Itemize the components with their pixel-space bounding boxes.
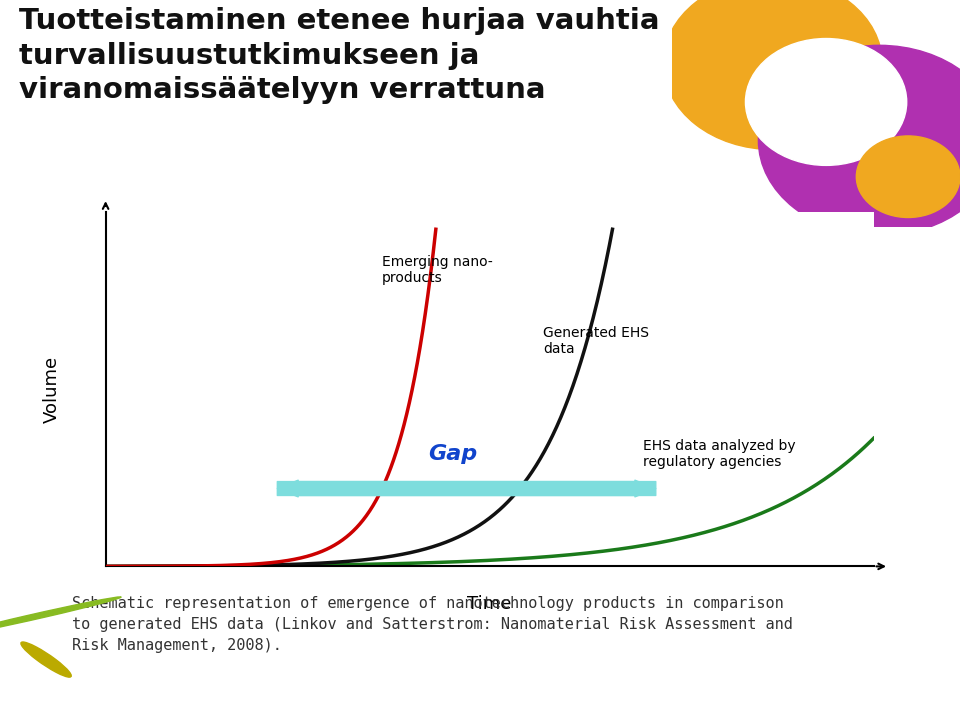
Text: Tuotteistaminen etenee hurjaa vauhtia
turvallisuustutkimukseen ja
viranomaissäät: Tuotteistaminen etenee hurjaa vauhtia tu… [19,7,660,104]
Text: EHS data analyzed by
regulatory agencies: EHS data analyzed by regulatory agencies [643,439,796,469]
Ellipse shape [21,642,71,677]
Circle shape [758,45,960,236]
Circle shape [856,136,960,217]
Circle shape [663,0,882,149]
Text: Gap: Gap [428,444,477,464]
Ellipse shape [0,597,121,636]
FancyArrowPatch shape [277,480,656,497]
Text: Volume: Volume [43,356,60,423]
Text: Schematic representation of emergence of nanotechnology products in comparison
t: Schematic representation of emergence of… [72,596,793,653]
Circle shape [746,38,907,166]
FancyArrowPatch shape [277,480,656,497]
Text: Emerging nano-
products: Emerging nano- products [382,255,492,285]
Text: Time: Time [468,595,512,612]
Text: Generated EHS
data: Generated EHS data [543,326,649,356]
